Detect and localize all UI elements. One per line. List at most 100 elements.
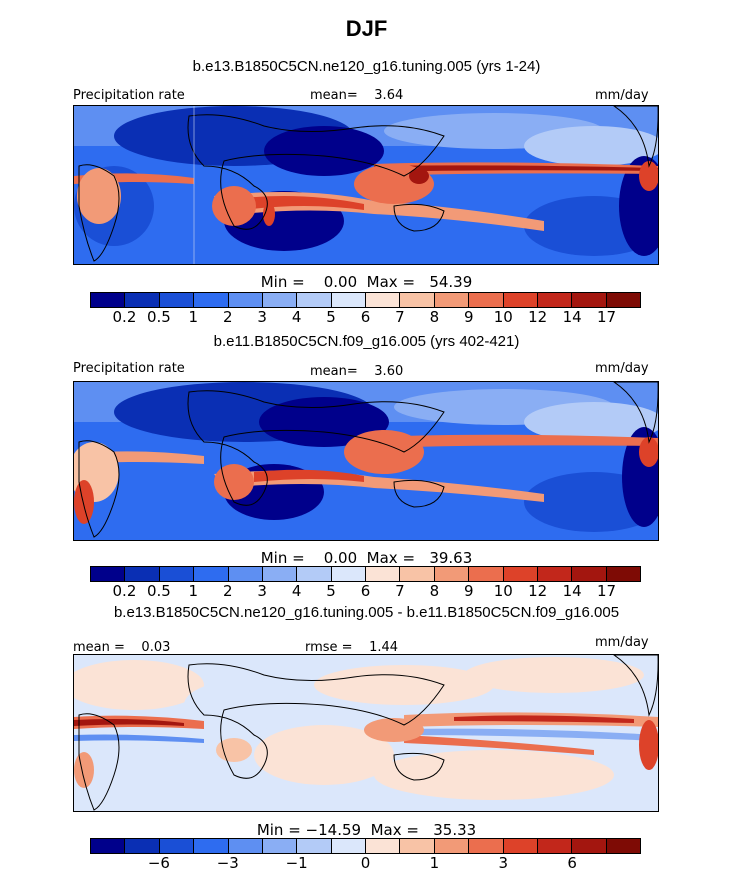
colorbar-swatch bbox=[572, 839, 607, 853]
colorbar-swatch bbox=[469, 567, 504, 581]
colorbar-tick-label: 10 bbox=[493, 308, 513, 326]
panel-2-mean-label: mean= 3.60 bbox=[310, 364, 404, 379]
colorbar-swatch bbox=[400, 293, 435, 307]
colorbar-tick-label: 7 bbox=[395, 308, 405, 326]
colorbar-swatch bbox=[434, 839, 470, 853]
colorbar-tick-label: 0.2 bbox=[112, 308, 137, 326]
panel-3-map bbox=[73, 654, 659, 812]
colorbar-swatch bbox=[572, 567, 607, 581]
colorbar-swatch bbox=[606, 293, 640, 307]
colorbar-swatch bbox=[537, 567, 573, 581]
colorbar-tick-label: 8 bbox=[429, 582, 440, 600]
panel-1-min-max: Min = 0.00 Max = 54.39 bbox=[260, 273, 473, 291]
colorbar-swatch bbox=[194, 567, 229, 581]
colorbar-tick-label: 1 bbox=[188, 308, 199, 326]
colorbar-tick-label: 3 bbox=[257, 308, 267, 326]
colorbar-swatch bbox=[469, 839, 504, 853]
colorbar-swatch bbox=[262, 839, 298, 853]
colorbar-swatch bbox=[503, 567, 538, 581]
colorbar-tick-label: 12 bbox=[528, 308, 548, 326]
panel-2-colorbar-ticks: 0.2 0.5 1 2 3 4 5 6 7 8 9 10 12 14 17 bbox=[90, 582, 641, 600]
panel-3-mean-label: mean = 0.03 bbox=[73, 640, 171, 655]
panel-1-subtitle: b.e13.B1850C5CN.ne120_g16.tuning.005 (yr… bbox=[192, 58, 541, 75]
panel-3-subtitle: b.e13.B1850C5CN.ne120_g16.tuning.005 - b… bbox=[113, 604, 620, 621]
panel-3-difference-field bbox=[74, 655, 658, 811]
colorbar-tick-label: 0.2 bbox=[112, 582, 137, 600]
colorbar-tick-label: 0.5 bbox=[146, 308, 171, 326]
colorbar-swatch bbox=[537, 839, 573, 853]
colorbar-swatch bbox=[366, 293, 401, 307]
colorbar-swatch bbox=[91, 839, 126, 853]
colorbar-swatch bbox=[434, 293, 470, 307]
panel-1-map bbox=[73, 105, 659, 265]
panel-1-units-label: mm/day bbox=[595, 88, 649, 103]
panel-3-rmse-label: rmse = 1.44 bbox=[305, 640, 399, 655]
panel-3-min-max: Min = −14.59 Max = 35.33 bbox=[256, 821, 477, 839]
panel-2-units-label: mm/day bbox=[595, 361, 649, 376]
colorbar-tick-label: 7 bbox=[395, 582, 405, 600]
colorbar-tick-label: 4 bbox=[291, 582, 302, 600]
colorbar-tick-label: 14 bbox=[562, 308, 582, 326]
colorbar-swatch bbox=[331, 567, 366, 581]
panel-2-min-max: Min = 0.00 Max = 39.63 bbox=[260, 549, 473, 567]
panel-3-colorbar bbox=[90, 838, 641, 854]
colorbar-swatch bbox=[91, 567, 126, 581]
colorbar-swatch bbox=[125, 567, 160, 581]
colorbar-tick-label: 3 bbox=[257, 582, 267, 600]
colorbar-swatch bbox=[606, 839, 640, 853]
colorbar-swatch bbox=[503, 839, 538, 853]
panel-2-map bbox=[73, 381, 659, 541]
colorbar-swatch bbox=[194, 839, 229, 853]
colorbar-tick-label: 8 bbox=[429, 308, 440, 326]
colorbar-swatch bbox=[503, 293, 538, 307]
panel-1-mean-label: mean= 3.64 bbox=[310, 88, 404, 103]
colorbar-swatch bbox=[262, 567, 298, 581]
panel-1-colorbar-ticks: 0.2 0.5 1 2 3 4 5 6 7 8 9 10 12 14 17 bbox=[90, 308, 641, 326]
colorbar-tick-label: 10 bbox=[493, 582, 513, 600]
colorbar-tick-label: 3 bbox=[498, 854, 509, 872]
colorbar-swatch bbox=[125, 293, 160, 307]
panel-3-units-label: mm/day bbox=[595, 635, 649, 650]
colorbar-tick-label: 2 bbox=[222, 308, 233, 326]
colorbar-tick-label: 9 bbox=[464, 308, 474, 326]
colorbar-tick-label: 17 bbox=[597, 582, 617, 600]
colorbar-tick-label: 0 bbox=[360, 854, 371, 872]
panel-2-subtitle: b.e11.B1850C5CN.f09_g16.005 (yrs 402-421… bbox=[213, 333, 520, 350]
colorbar-swatch bbox=[366, 839, 401, 853]
colorbar-swatch bbox=[297, 293, 332, 307]
colorbar-swatch bbox=[159, 839, 195, 853]
colorbar-swatch bbox=[159, 293, 195, 307]
panel-1-variable-label: Precipitation rate bbox=[73, 88, 185, 103]
colorbar-tick-label: 14 bbox=[562, 582, 582, 600]
colorbar-swatch bbox=[159, 567, 195, 581]
colorbar-tick-label: 5 bbox=[326, 308, 336, 326]
colorbar-swatch bbox=[572, 293, 607, 307]
panel-1-precip-field bbox=[74, 106, 658, 264]
colorbar-swatch bbox=[434, 567, 470, 581]
colorbar-swatch bbox=[606, 567, 640, 581]
colorbar-swatch bbox=[297, 567, 332, 581]
colorbar-tick-label: 5 bbox=[326, 582, 336, 600]
colorbar-swatch bbox=[331, 293, 366, 307]
colorbar-tick-label: −6 bbox=[147, 854, 170, 872]
panel-2-variable-label: Precipitation rate bbox=[73, 361, 185, 376]
colorbar-tick-label: 12 bbox=[528, 582, 548, 600]
colorbar-tick-label: 9 bbox=[464, 582, 474, 600]
panel-1-colorbar bbox=[90, 292, 641, 308]
colorbar-tick-label: 6 bbox=[360, 308, 371, 326]
colorbar-swatch bbox=[125, 839, 160, 853]
colorbar-swatch bbox=[400, 839, 435, 853]
colorbar-tick-label: 1 bbox=[188, 582, 199, 600]
colorbar-tick-label: 6 bbox=[567, 854, 577, 872]
colorbar-swatch bbox=[331, 839, 366, 853]
colorbar-tick-label: −1 bbox=[285, 854, 308, 872]
figure-title: DJF bbox=[345, 16, 388, 41]
colorbar-tick-label: 17 bbox=[597, 308, 617, 326]
panel-2-colorbar bbox=[90, 566, 641, 582]
colorbar-swatch bbox=[400, 567, 435, 581]
colorbar-tick-label: 2 bbox=[222, 582, 233, 600]
colorbar-tick-label: 4 bbox=[291, 308, 302, 326]
colorbar-swatch bbox=[366, 567, 401, 581]
colorbar-swatch bbox=[194, 293, 229, 307]
colorbar-tick-label: 0.5 bbox=[146, 582, 171, 600]
